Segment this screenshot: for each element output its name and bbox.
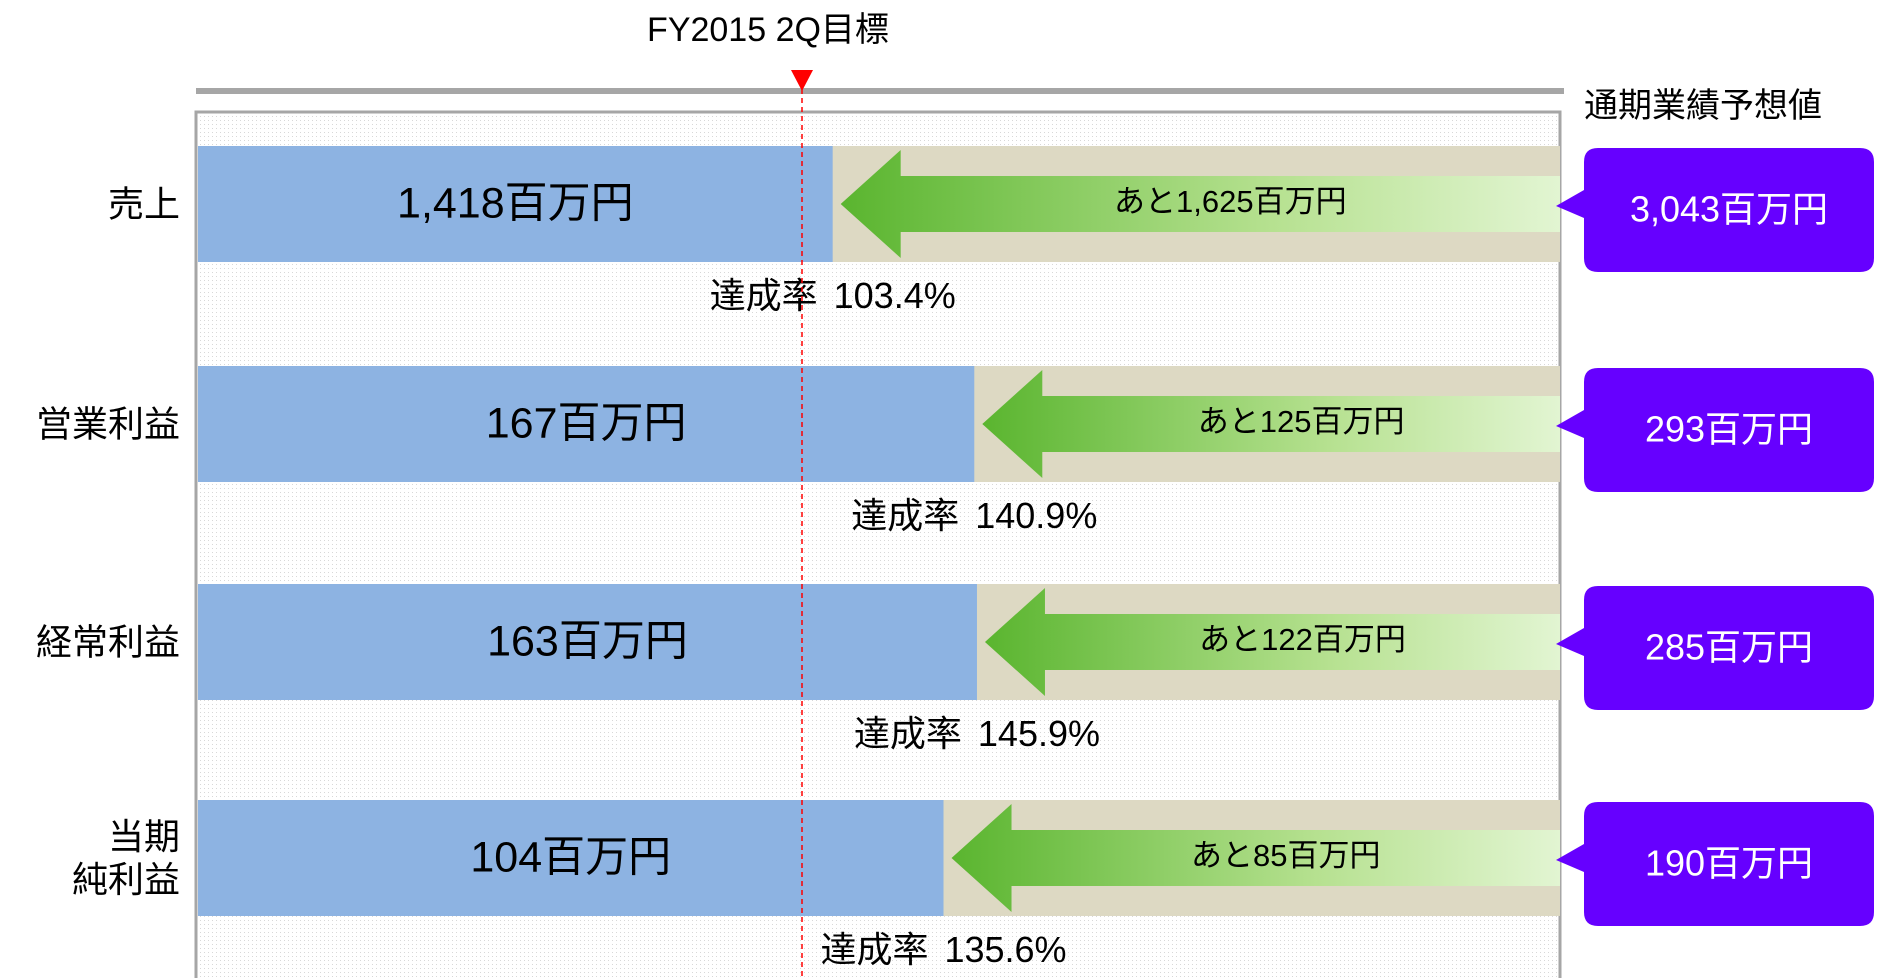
rate-value: 145.9% [978, 713, 1100, 754]
bar [198, 366, 975, 482]
rate-value: 103.4% [834, 275, 956, 316]
rate-label: 達成率 140.9% [851, 495, 1097, 536]
rate-prefix: 達成率 [820, 929, 928, 970]
bar-label: 104百万円 [470, 833, 671, 881]
forecast-header: 通期業績予想値 [1584, 87, 1822, 125]
remaining-label: あと85百万円 [1191, 838, 1380, 873]
category-label: 営業利益 [35, 403, 180, 445]
bar-label: 163百万円 [487, 617, 688, 665]
rate-label: 達成率 145.9% [854, 713, 1100, 754]
forecast-callout [1556, 368, 1874, 492]
category-label: 当期 純利益 [71, 815, 180, 900]
rate-prefix: 達成率 [710, 275, 818, 316]
forecast-callout [1556, 802, 1874, 926]
rate-value: 140.9% [975, 495, 1097, 536]
bar-label: 167百万円 [486, 399, 687, 447]
remaining-arrow [984, 588, 1560, 696]
remaining-arrow [951, 804, 1560, 912]
remaining-label: あと125百万円 [1198, 404, 1405, 439]
bar [198, 584, 977, 700]
forecast-callout [1556, 148, 1874, 272]
remaining-arrow [840, 150, 1560, 258]
rate-label: 達成率 103.4% [710, 275, 956, 316]
rate-label: 達成率 135.6% [820, 929, 1066, 970]
forecast-label: 190百万円 [1645, 843, 1813, 884]
forecast-label: 293百万円 [1645, 409, 1813, 450]
bar [198, 800, 944, 916]
remaining-arrow [982, 370, 1560, 478]
forecast-label: 285百万円 [1645, 627, 1813, 668]
remaining-label: あと1,625百万円 [1114, 184, 1347, 219]
bar [198, 146, 833, 262]
chart-title: FY2015 2Q目標 [647, 11, 889, 49]
category-label: 経常利益 [35, 621, 180, 663]
forecast-callout [1556, 586, 1874, 710]
bar-label: 1,418百万円 [397, 179, 634, 227]
rate-value: 135.6% [944, 929, 1066, 970]
rate-prefix: 達成率 [851, 495, 959, 536]
target-marker [791, 70, 813, 91]
category-label: 売上 [107, 183, 180, 225]
remaining-label: あと122百万円 [1199, 622, 1406, 657]
rate-prefix: 達成率 [854, 713, 962, 754]
forecast-label: 3,043百万円 [1630, 189, 1828, 230]
top-rule [196, 88, 1564, 94]
